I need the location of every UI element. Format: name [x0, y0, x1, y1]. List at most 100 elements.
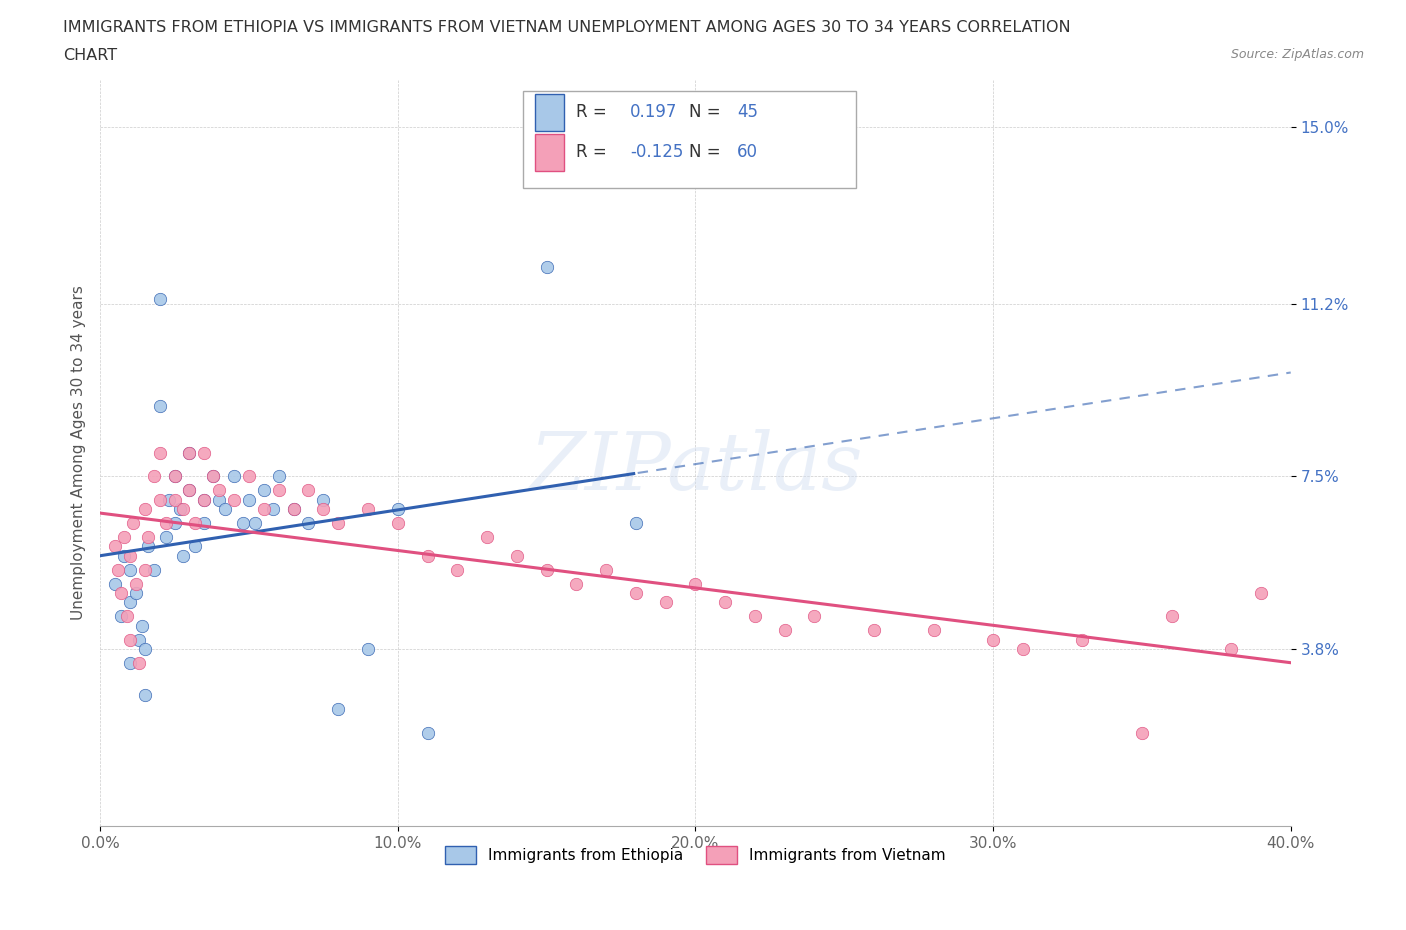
- Point: [134, 562, 156, 577]
- Point: [654, 595, 676, 610]
- Point: [595, 562, 617, 577]
- Point: [128, 632, 150, 647]
- Point: [773, 623, 796, 638]
- Point: [243, 515, 266, 530]
- Point: [134, 688, 156, 703]
- Text: CHART: CHART: [63, 48, 117, 63]
- Point: [142, 562, 165, 577]
- Point: [118, 595, 141, 610]
- Point: [193, 515, 215, 530]
- Point: [267, 483, 290, 498]
- Point: [357, 501, 380, 516]
- Point: [714, 595, 737, 610]
- Text: 60: 60: [737, 143, 758, 162]
- Point: [163, 492, 186, 507]
- Point: [128, 656, 150, 671]
- Point: [184, 538, 207, 553]
- Point: [387, 515, 409, 530]
- Point: [131, 618, 153, 633]
- Text: 0.197: 0.197: [630, 103, 678, 121]
- Point: [262, 501, 284, 516]
- Point: [104, 538, 127, 553]
- Point: [475, 529, 498, 544]
- Text: R =: R =: [576, 143, 613, 162]
- Y-axis label: Unemployment Among Ages 30 to 34 years: Unemployment Among Ages 30 to 34 years: [72, 286, 86, 620]
- Point: [238, 469, 260, 484]
- Point: [1250, 586, 1272, 601]
- Point: [163, 469, 186, 484]
- Point: [506, 548, 529, 563]
- Point: [1130, 725, 1153, 740]
- Point: [136, 538, 159, 553]
- Point: [803, 609, 825, 624]
- Point: [624, 515, 647, 530]
- Point: [136, 529, 159, 544]
- Point: [312, 492, 335, 507]
- Point: [981, 632, 1004, 647]
- Point: [118, 632, 141, 647]
- Point: [104, 577, 127, 591]
- Point: [416, 548, 439, 563]
- Point: [1011, 642, 1033, 657]
- Point: [222, 469, 245, 484]
- Point: [208, 492, 231, 507]
- Text: -0.125: -0.125: [630, 143, 683, 162]
- Point: [118, 656, 141, 671]
- Point: [149, 399, 172, 414]
- Point: [232, 515, 254, 530]
- Text: IMMIGRANTS FROM ETHIOPIA VS IMMIGRANTS FROM VIETNAM UNEMPLOYMENT AMONG AGES 30 T: IMMIGRANTS FROM ETHIOPIA VS IMMIGRANTS F…: [63, 20, 1071, 35]
- Point: [253, 501, 276, 516]
- Point: [184, 515, 207, 530]
- Point: [125, 586, 148, 601]
- Point: [110, 609, 132, 624]
- Point: [1220, 642, 1243, 657]
- Point: [922, 623, 945, 638]
- FancyBboxPatch shape: [523, 91, 856, 188]
- Point: [685, 577, 707, 591]
- Text: Source: ZipAtlas.com: Source: ZipAtlas.com: [1230, 48, 1364, 61]
- Point: [155, 515, 177, 530]
- Point: [179, 483, 201, 498]
- Point: [312, 501, 335, 516]
- FancyBboxPatch shape: [534, 94, 564, 131]
- Legend: Immigrants from Ethiopia, Immigrants from Vietnam: Immigrants from Ethiopia, Immigrants fro…: [439, 840, 952, 870]
- Point: [169, 501, 191, 516]
- Point: [163, 469, 186, 484]
- Point: [387, 501, 409, 516]
- Point: [297, 483, 319, 498]
- Point: [193, 445, 215, 460]
- Point: [536, 562, 558, 577]
- Point: [125, 577, 148, 591]
- Point: [142, 469, 165, 484]
- Point: [149, 445, 172, 460]
- Text: N =: N =: [689, 103, 727, 121]
- Text: 45: 45: [737, 103, 758, 121]
- Point: [110, 586, 132, 601]
- Point: [208, 483, 231, 498]
- Point: [357, 642, 380, 657]
- Point: [536, 259, 558, 274]
- Point: [193, 492, 215, 507]
- Point: [112, 529, 135, 544]
- Point: [446, 562, 468, 577]
- Point: [863, 623, 886, 638]
- Point: [1071, 632, 1094, 647]
- Point: [297, 515, 319, 530]
- Point: [179, 445, 201, 460]
- Point: [179, 445, 201, 460]
- Point: [214, 501, 236, 516]
- Point: [267, 469, 290, 484]
- Text: N =: N =: [689, 143, 727, 162]
- FancyBboxPatch shape: [534, 134, 564, 171]
- Point: [172, 501, 194, 516]
- Point: [179, 483, 201, 498]
- Point: [1160, 609, 1182, 624]
- Point: [118, 562, 141, 577]
- Point: [283, 501, 305, 516]
- Point: [624, 586, 647, 601]
- Point: [744, 609, 766, 624]
- Point: [283, 501, 305, 516]
- Point: [118, 548, 141, 563]
- Point: [328, 515, 350, 530]
- Point: [565, 577, 588, 591]
